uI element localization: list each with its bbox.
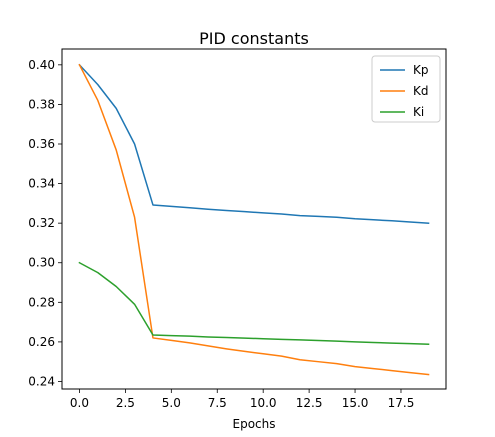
y-tick-label: 0.26 bbox=[28, 335, 55, 349]
x-tick-label: 12.5 bbox=[296, 396, 323, 410]
series-line-ki bbox=[78, 261, 430, 346]
y-tick-label: 0.24 bbox=[28, 374, 55, 388]
y-tick-label: 0.32 bbox=[28, 216, 55, 230]
series-layer bbox=[78, 63, 430, 376]
series-line-kp bbox=[78, 63, 430, 224]
legend: Kp Kd Ki bbox=[371, 55, 441, 123]
legend-label-kd: Kd bbox=[413, 84, 429, 98]
chart-title: PID constants bbox=[199, 29, 309, 48]
x-tick-label: 0.0 bbox=[70, 396, 89, 410]
legend-label-ki: Ki bbox=[413, 105, 424, 119]
y-tick-label: 0.28 bbox=[28, 295, 55, 309]
y-axis-ticks: 0.24 0.26 0.28 0.30 0.32 0.34 0.36 0.38 0.40 bbox=[28, 58, 62, 388]
y-tick-label: 0.34 bbox=[28, 177, 55, 191]
y-tick-label: 0.30 bbox=[28, 256, 55, 270]
y-tick-label: 0.38 bbox=[28, 97, 55, 111]
legend-label-kp: Kp bbox=[413, 63, 429, 77]
x-axis-ticks: 0.0 2.5 5.0 7.5 10.0 12.5 15.0 17.5 bbox=[70, 389, 414, 410]
y-tick-label: 0.36 bbox=[28, 137, 55, 151]
x-tick-label: 5.0 bbox=[162, 396, 181, 410]
x-tick-label: 15.0 bbox=[342, 396, 369, 410]
series-line-kd bbox=[78, 63, 430, 376]
x-tick-label: 7.5 bbox=[208, 396, 227, 410]
legend-box bbox=[371, 55, 441, 123]
x-axis-label: Epochs bbox=[233, 417, 276, 431]
x-tick-label: 17.5 bbox=[388, 396, 415, 410]
y-tick-label: 0.40 bbox=[28, 58, 55, 72]
x-tick-label: 2.5 bbox=[116, 396, 135, 410]
x-tick-label: 10.0 bbox=[250, 396, 277, 410]
